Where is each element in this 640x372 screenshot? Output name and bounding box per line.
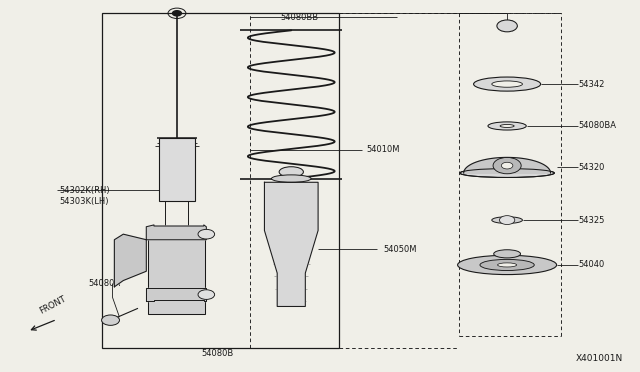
Bar bbox=[159, 138, 195, 201]
Circle shape bbox=[497, 20, 517, 32]
Text: 54320: 54320 bbox=[579, 163, 605, 172]
Text: 54080A: 54080A bbox=[89, 279, 121, 288]
Circle shape bbox=[198, 290, 214, 299]
Ellipse shape bbox=[493, 250, 520, 258]
Ellipse shape bbox=[480, 259, 534, 270]
Ellipse shape bbox=[488, 122, 526, 130]
Bar bbox=[148, 227, 205, 314]
Ellipse shape bbox=[460, 169, 554, 177]
Text: 54342: 54342 bbox=[579, 80, 605, 89]
Ellipse shape bbox=[474, 77, 541, 91]
Text: 54303K(LH): 54303K(LH) bbox=[60, 197, 109, 206]
Text: FRONT: FRONT bbox=[38, 294, 67, 316]
Polygon shape bbox=[115, 234, 147, 287]
Text: 54050M: 54050M bbox=[384, 245, 417, 254]
Text: 54080B: 54080B bbox=[202, 349, 234, 358]
Ellipse shape bbox=[458, 255, 557, 275]
Circle shape bbox=[198, 230, 214, 239]
Ellipse shape bbox=[492, 81, 522, 87]
Text: 54080BB: 54080BB bbox=[280, 13, 319, 22]
Polygon shape bbox=[464, 157, 550, 173]
Circle shape bbox=[499, 216, 515, 225]
Circle shape bbox=[102, 315, 120, 326]
Polygon shape bbox=[147, 225, 206, 240]
Ellipse shape bbox=[271, 175, 311, 182]
Polygon shape bbox=[147, 288, 206, 301]
Ellipse shape bbox=[500, 125, 514, 128]
Text: 54040: 54040 bbox=[579, 260, 605, 269]
Text: 54325: 54325 bbox=[579, 216, 605, 225]
Ellipse shape bbox=[497, 263, 516, 267]
Ellipse shape bbox=[279, 167, 303, 177]
Circle shape bbox=[173, 11, 181, 16]
Text: 54302K(RH): 54302K(RH) bbox=[60, 186, 110, 195]
Circle shape bbox=[493, 157, 521, 174]
Polygon shape bbox=[264, 182, 318, 307]
Text: 54080BA: 54080BA bbox=[579, 122, 616, 131]
Ellipse shape bbox=[492, 217, 522, 224]
Text: X401001N: X401001N bbox=[576, 354, 623, 363]
Circle shape bbox=[501, 162, 513, 169]
Text: 54010M: 54010M bbox=[366, 145, 399, 154]
Bar bbox=[102, 13, 339, 348]
